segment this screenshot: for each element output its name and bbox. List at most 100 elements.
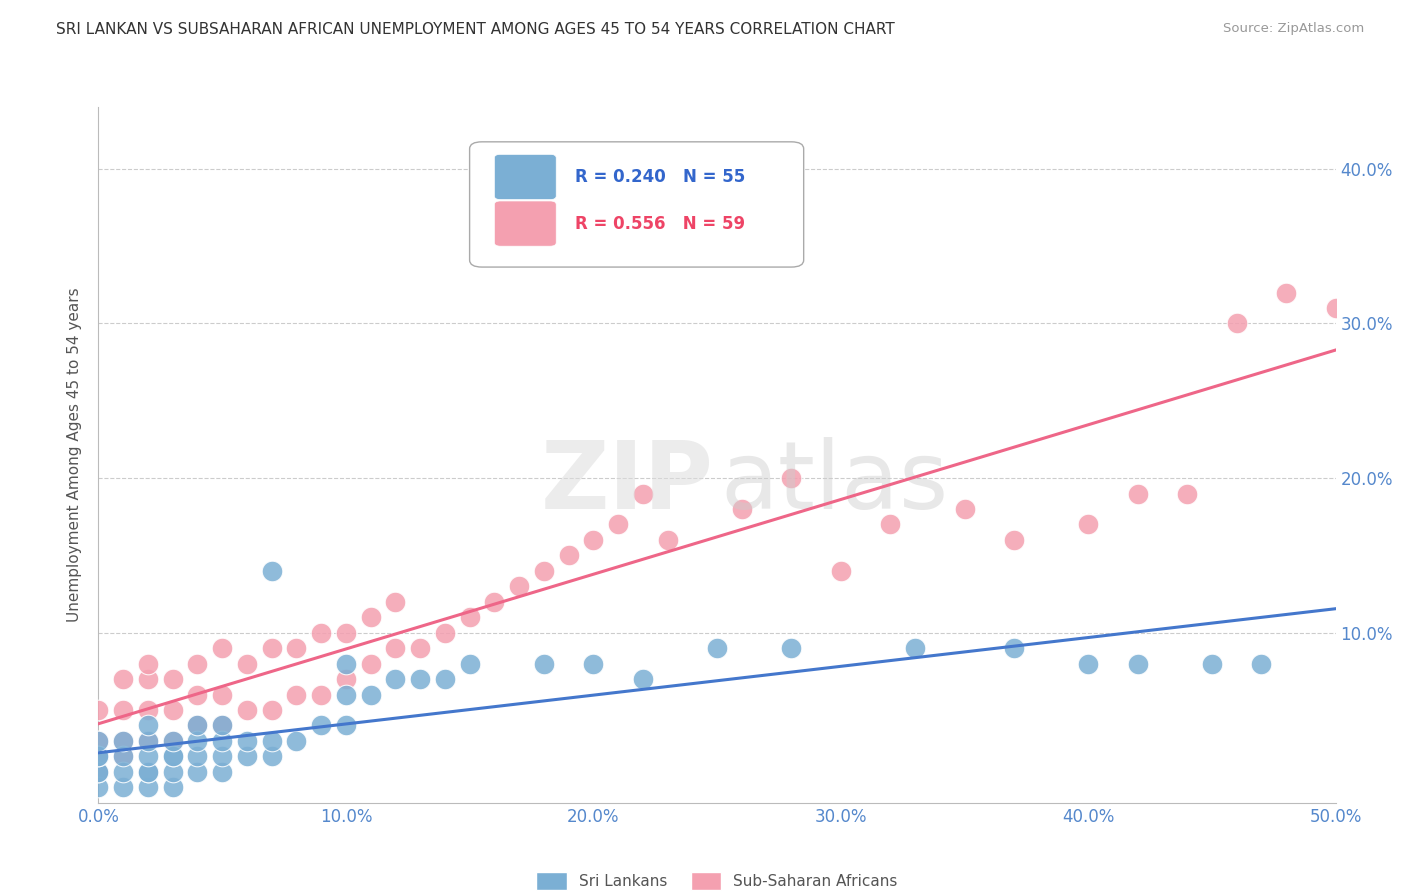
Point [112,749,135,764]
Point [136,764,159,779]
Point [87,734,110,748]
Point [582,657,605,671]
Point [136,657,159,671]
Point [260,564,283,578]
Point [335,718,357,732]
Point [1126,486,1149,500]
Point [211,718,233,732]
Text: R = 0.556   N = 59: R = 0.556 N = 59 [575,215,745,233]
Point [211,734,233,748]
Point [211,718,233,732]
Point [87,734,110,748]
Point [706,641,728,656]
Point [458,610,481,624]
Point [1126,657,1149,671]
Text: atlas: atlas [721,437,949,529]
Point [186,657,208,671]
Point [409,672,432,686]
Point [236,657,259,671]
Text: R = 0.240   N = 55: R = 0.240 N = 55 [575,168,745,186]
Point [780,641,803,656]
Point [136,734,159,748]
Point [260,641,283,656]
Point [1275,285,1298,300]
Point [87,749,110,764]
Point [657,533,679,547]
Point [136,780,159,795]
Point [87,780,110,795]
Point [904,641,927,656]
Point [309,718,332,732]
Point [136,749,159,764]
Point [335,688,357,702]
Point [335,625,357,640]
Point [87,703,110,717]
Point [879,517,901,532]
Point [384,641,406,656]
Point [112,734,135,748]
Point [162,764,184,779]
Point [533,657,555,671]
Point [433,625,456,640]
Point [309,625,332,640]
Point [236,703,259,717]
Point [186,734,208,748]
Point [953,502,976,516]
Point [309,688,332,702]
Point [112,734,135,748]
Point [285,641,308,656]
Point [186,764,208,779]
Point [360,688,382,702]
Point [285,688,308,702]
Point [162,734,184,748]
Point [285,734,308,748]
FancyBboxPatch shape [495,154,557,200]
Point [162,703,184,717]
Point [360,657,382,671]
Point [186,718,208,732]
Point [335,657,357,671]
Text: SRI LANKAN VS SUBSAHARAN AFRICAN UNEMPLOYMENT AMONG AGES 45 TO 54 YEARS CORRELAT: SRI LANKAN VS SUBSAHARAN AFRICAN UNEMPLO… [56,22,896,37]
Point [211,641,233,656]
Point [112,749,135,764]
Point [136,734,159,748]
Point [1077,517,1099,532]
Point [162,749,184,764]
Point [186,749,208,764]
Text: ZIP: ZIP [540,437,713,529]
Point [1201,657,1223,671]
Point [731,502,754,516]
Point [607,517,630,532]
Point [706,239,728,253]
Point [1250,657,1272,671]
Point [186,718,208,732]
Point [186,688,208,702]
Point [162,672,184,686]
Point [1226,317,1249,331]
Point [87,749,110,764]
Point [260,749,283,764]
Point [631,486,654,500]
Point [631,672,654,686]
Point [87,764,110,779]
Point [136,764,159,779]
Point [112,780,135,795]
Point [458,657,481,671]
Point [162,780,184,795]
Point [136,718,159,732]
Point [162,749,184,764]
Point [582,533,605,547]
Point [384,595,406,609]
Point [1002,641,1025,656]
Point [211,749,233,764]
Point [533,564,555,578]
Point [335,672,357,686]
Point [87,749,110,764]
FancyBboxPatch shape [495,201,557,246]
Point [557,549,579,563]
Point [1002,533,1025,547]
FancyBboxPatch shape [470,142,804,267]
Point [162,734,184,748]
Point [830,564,852,578]
Point [384,672,406,686]
